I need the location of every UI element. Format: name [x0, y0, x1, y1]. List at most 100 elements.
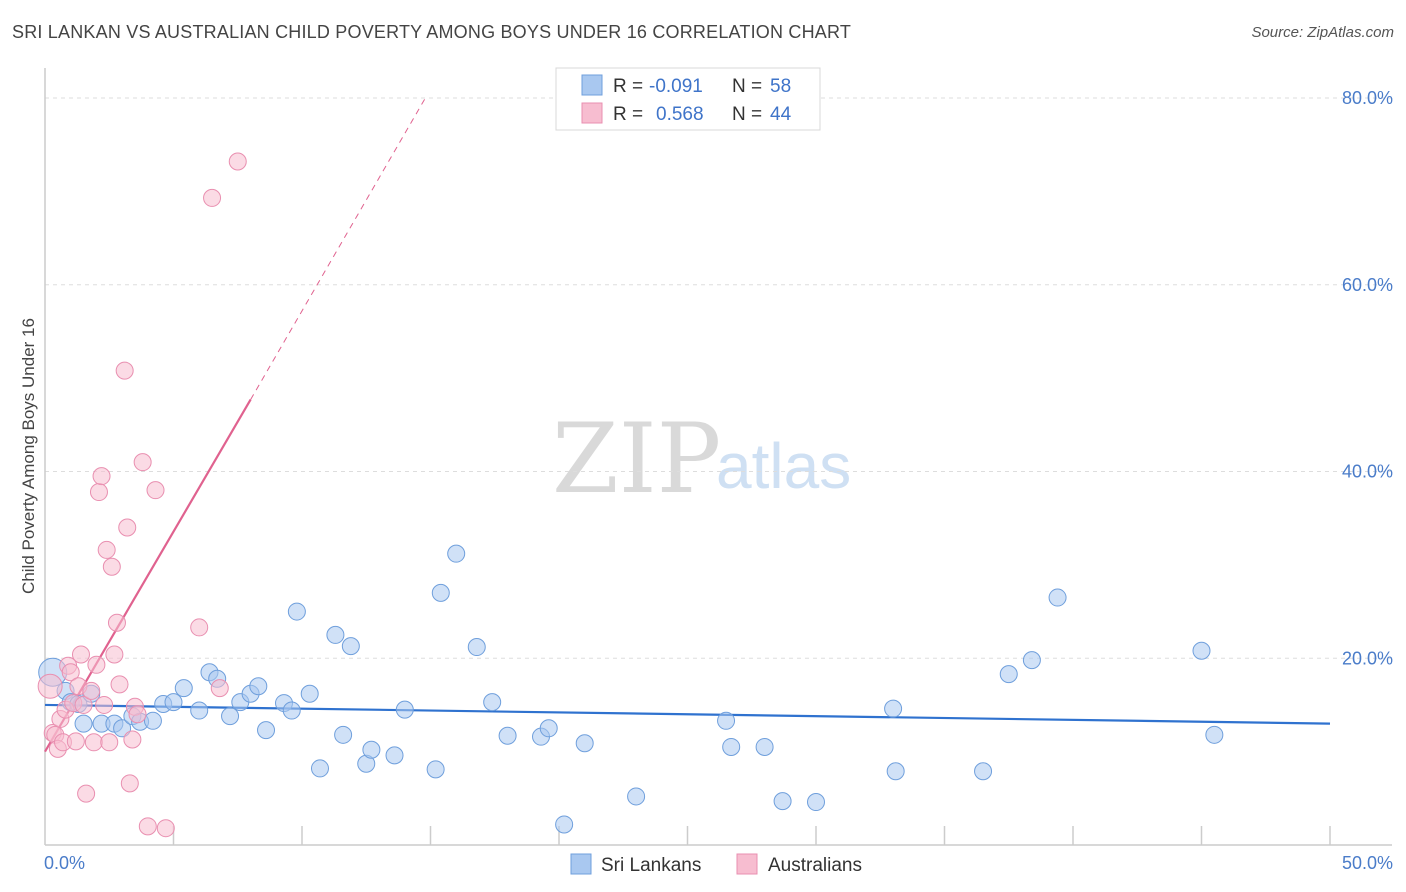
- point-sri-lankans: [174, 679, 193, 698]
- point-sri-lankans: [395, 700, 414, 719]
- y-tick-label: 20.0%: [1342, 648, 1393, 668]
- point-sri-lankans: [431, 583, 450, 602]
- y-tick-label: 60.0%: [1342, 275, 1393, 295]
- point-sri-lankans: [249, 677, 268, 696]
- source-label: Source: ZipAtlas.com: [1251, 24, 1394, 41]
- point-sri-lankans: [575, 734, 594, 753]
- point-sri-lankans: [755, 737, 774, 756]
- point-sri-lankans: [886, 762, 905, 781]
- point-australians: [128, 705, 147, 724]
- point-sri-lankans: [1022, 651, 1041, 670]
- series-legend-swatch-sri-lankans: [570, 853, 592, 875]
- watermark-zip: ZIP: [552, 403, 721, 515]
- point-sri-lankans: [282, 701, 301, 720]
- point-sri-lankans: [722, 737, 741, 756]
- point-sri-lankans: [334, 725, 353, 744]
- point-sri-lankans: [1048, 588, 1067, 607]
- series-legend-label-sri-lankans: Sri Lankans: [601, 855, 701, 876]
- y-tick-label: 80.0%: [1342, 88, 1393, 108]
- tick-labels: 20.0% 40.0% 60.0% 80.0% 0.0% 50.0%: [44, 88, 1393, 873]
- point-australians: [156, 819, 175, 838]
- legend-r-value-1: -0.091: [649, 76, 703, 97]
- x-tick-label: 50.0%: [1342, 853, 1393, 873]
- legend-n-value-2: 44: [770, 104, 792, 125]
- legend-n-value-1: 58: [770, 76, 791, 97]
- stats-legend: R = -0.091 N = 58 R = 0.568 N = 44: [555, 67, 821, 131]
- point-sri-lankans: [341, 637, 360, 656]
- point-australians: [100, 733, 119, 752]
- point-sri-lankans: [74, 714, 93, 733]
- point-australians: [146, 481, 165, 500]
- point-sri-lankans: [257, 721, 276, 740]
- series-legend: Sri Lankans Australians: [570, 853, 862, 876]
- point-australians: [77, 784, 96, 803]
- point-sri-lankans: [300, 684, 319, 703]
- point-australians: [61, 663, 80, 682]
- point-australians: [210, 679, 229, 698]
- point-sri-lankans: [483, 693, 502, 712]
- point-sri-lankans: [190, 701, 209, 720]
- legend-r-value-2: 0.568: [656, 104, 704, 125]
- point-sri-lankans: [1192, 641, 1211, 660]
- legend-n-label-2: N =: [732, 104, 762, 125]
- point-sri-lankans: [221, 707, 240, 726]
- point-sri-lankans: [627, 787, 646, 806]
- point-sri-lankans: [974, 762, 993, 781]
- point-sri-lankans: [773, 792, 792, 811]
- point-sri-lankans: [498, 726, 517, 745]
- point-australians: [105, 645, 124, 664]
- point-australians: [95, 695, 114, 714]
- point-australians: [120, 774, 139, 793]
- point-sri-lankans: [362, 740, 381, 759]
- trend-line-sri-lankans: [44, 703, 1331, 725]
- point-australians: [190, 618, 209, 637]
- point-sri-lankans: [1205, 725, 1224, 744]
- series-legend-label-australians: Australians: [768, 855, 862, 876]
- chart-title: SRI LANKAN VS AUSTRALIAN CHILD POVERTY A…: [12, 22, 852, 42]
- point-sri-lankans: [555, 815, 574, 834]
- point-australians: [87, 655, 106, 674]
- point-sri-lankans: [426, 760, 445, 779]
- legend-n-label-1: N =: [732, 76, 762, 97]
- point-sri-lankans: [717, 711, 736, 730]
- trend-line-australians: [250, 97, 426, 400]
- point-australians: [71, 645, 90, 664]
- point-sri-lankans: [884, 699, 903, 718]
- point-australians: [107, 613, 126, 632]
- point-sri-lankans: [164, 693, 183, 712]
- point-australians: [110, 675, 129, 694]
- watermark-atlas: atlas: [716, 430, 851, 502]
- point-australians: [133, 453, 152, 472]
- data-points: [37, 152, 1224, 838]
- point-australians: [228, 152, 247, 171]
- y-tick-label: 40.0%: [1342, 462, 1393, 482]
- point-australians: [84, 733, 103, 752]
- point-sri-lankans: [310, 759, 329, 778]
- point-australians: [92, 467, 111, 486]
- legend-swatch-australians: [581, 102, 603, 124]
- point-australians: [118, 518, 137, 537]
- point-sri-lankans: [143, 711, 162, 730]
- x-tick-label: 0.0%: [44, 853, 85, 873]
- point-sri-lankans: [113, 719, 132, 738]
- point-australians: [115, 361, 134, 380]
- series-legend-swatch-australians: [736, 853, 758, 875]
- grid-lines: [45, 97, 1392, 659]
- legend-r-label-2: R =: [613, 104, 643, 125]
- point-australians: [66, 732, 85, 751]
- point-australians: [82, 681, 101, 700]
- point-sri-lankans: [467, 638, 486, 657]
- point-australians: [97, 540, 116, 559]
- point-australians: [123, 730, 142, 749]
- point-sri-lankans: [447, 544, 466, 563]
- point-sri-lankans: [326, 625, 345, 644]
- point-sri-lankans: [999, 665, 1018, 684]
- point-australians: [37, 673, 63, 699]
- point-australians: [138, 817, 157, 836]
- point-sri-lankans: [385, 746, 404, 765]
- point-sri-lankans: [807, 793, 825, 812]
- legend-r-label-1: R =: [613, 76, 643, 97]
- legend-swatch-sri-lankans: [581, 74, 603, 96]
- point-australians: [74, 695, 93, 714]
